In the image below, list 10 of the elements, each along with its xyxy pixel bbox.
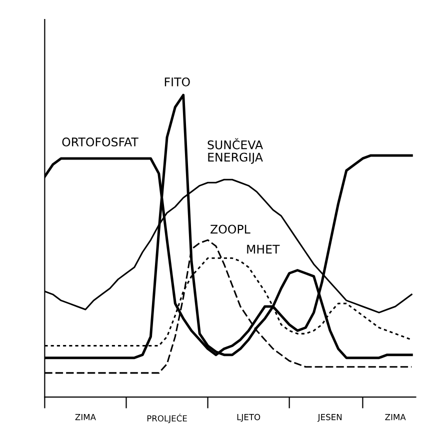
x-tick-label: JESEN [317, 414, 342, 422]
x-tick-label: PROLJEĆE [147, 414, 187, 424]
annotation: ORTOFOSFAT [62, 137, 138, 146]
x-tick-label: ZIMA [385, 414, 406, 420]
text: FITO [164, 77, 190, 86]
annotation: MHET [247, 244, 280, 254]
x-tick-label: ZIMA [75, 414, 96, 420]
annotation: ZOOPL [210, 224, 250, 234]
x-tick-label: LJETO [237, 414, 260, 422]
annotation: SUNČEVA ENERGIJA [208, 138, 263, 164]
